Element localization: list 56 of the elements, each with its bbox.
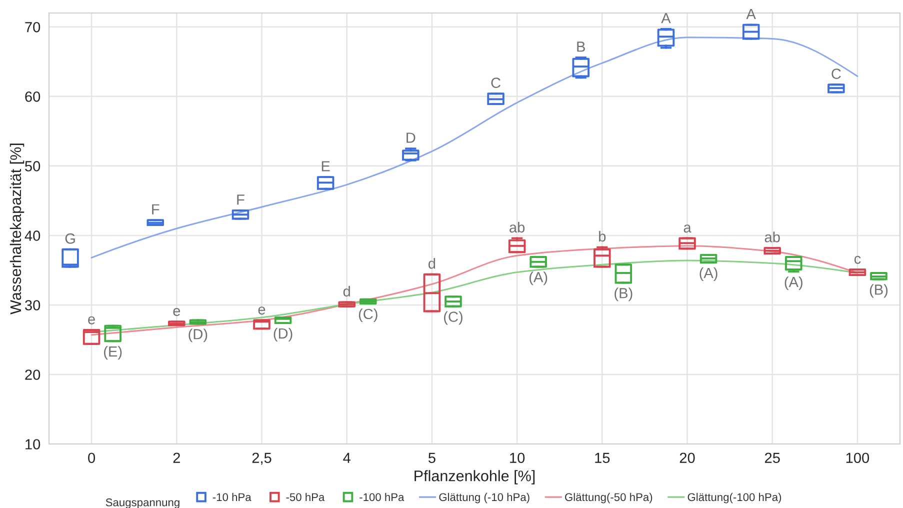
x-tick-label: 4 [343, 452, 350, 463]
y-tick-label: 70 [25, 22, 40, 32]
x-tick-label: 20 [680, 452, 695, 464]
x-axis-title: Pflanzenkohle [%] [414, 470, 535, 484]
annotation: a [684, 224, 692, 233]
annotation: d [343, 286, 350, 297]
annotation: D [406, 132, 416, 143]
annotation: (A) [784, 276, 802, 290]
annotation: B [577, 42, 585, 52]
annotation: C [832, 68, 841, 79]
annotation: d [428, 258, 436, 269]
legend-label: Glättung(-50 hPa) [565, 492, 652, 504]
legend-label: -50 hPa [286, 492, 325, 502]
legend-label: Glättung (-10 hPa) [439, 492, 530, 504]
annotation: C [491, 78, 500, 88]
y-tick-label: 30 [25, 300, 40, 310]
annotation: c [854, 256, 861, 264]
annotation: (C) [358, 308, 378, 322]
x-tick-label: 0 [88, 452, 96, 464]
legend-label: -10 hPa [212, 492, 252, 502]
x-tick-label: 15 [595, 452, 610, 464]
annotation: F [237, 194, 244, 205]
annotation: (D) [274, 328, 292, 342]
y-axis-title: Wasserhaltekapazität [%] [10, 144, 24, 314]
x-tick-label: 2,5 [252, 452, 272, 465]
legend-label: Glättung(-100 hPa) [688, 492, 782, 504]
annotation: e [173, 308, 180, 316]
annotation: (A) [700, 267, 718, 282]
annotation: A [746, 8, 756, 20]
annotation: e [88, 316, 95, 324]
legend-label: -100 hPa [360, 492, 404, 502]
y-tick-label: 60 [25, 92, 40, 102]
annotation: (E) [104, 346, 122, 360]
y-tick-label: 40 [24, 230, 40, 241]
x-tick-label: 25 [764, 452, 780, 464]
annotation: E [322, 161, 330, 172]
annotation: (D) [188, 328, 208, 342]
annotation: ab [764, 232, 780, 242]
annotation: (B) [870, 284, 888, 298]
annotation: e [258, 306, 266, 315]
annotation: (C) [444, 311, 462, 325]
x-tick-label: 100 [846, 452, 870, 464]
annotation: ab [510, 222, 525, 233]
annotation: F [152, 204, 160, 214]
y-tick-label: 20 [25, 370, 40, 380]
legend-title: Saugspannung [106, 498, 180, 508]
x-tick-label: 5 [428, 452, 436, 464]
annotation: G [65, 233, 75, 244]
y-tick-label: 50 [25, 161, 40, 172]
annotation: (A) [530, 272, 548, 286]
annotation: b [599, 230, 606, 242]
x-tick-label: 10 [510, 452, 525, 464]
annotation: A [661, 13, 671, 24]
y-tick-label: 10 [26, 439, 40, 450]
x-tick-label: 2 [173, 452, 180, 463]
annotation: (B) [614, 288, 632, 302]
